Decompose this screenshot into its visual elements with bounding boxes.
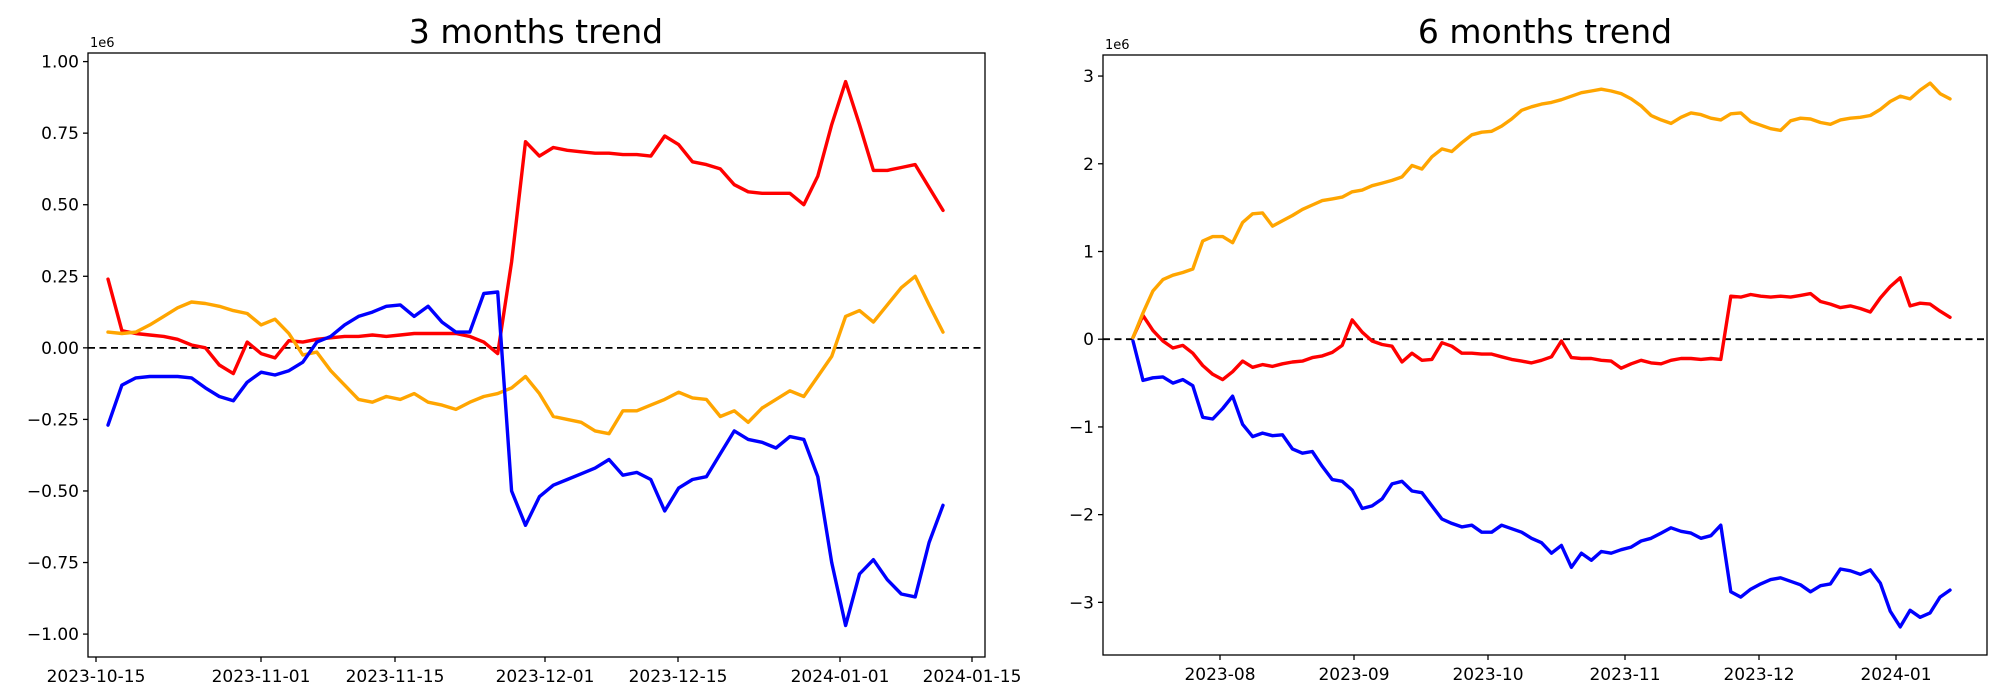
y-tick-label: 3 <box>1083 67 1094 87</box>
y-tick-label: 1.00 <box>41 53 79 73</box>
y-tick-label: −3 <box>1069 593 1094 613</box>
x-tick-label: 2023-12 <box>1723 665 1794 685</box>
y-tick-label: 0.75 <box>41 124 79 144</box>
orange-series-line <box>106 274 945 436</box>
x-tick-label: 2023-11-01 <box>212 667 311 687</box>
chart-title-3-months: 3 months trend <box>409 12 663 51</box>
y-tick-label: −2 <box>1069 506 1094 526</box>
orange-series-line <box>1131 81 1952 340</box>
y-tick-label: 0.00 <box>41 339 79 359</box>
x-tick-label: 2023-12-15 <box>629 667 728 687</box>
y-tick-label: 1 <box>1083 242 1094 262</box>
x-tick-label: 2023-10-15 <box>47 667 146 687</box>
x-tick-label: 2023-12-01 <box>496 667 595 687</box>
x-tick-label: 2024-01-01 <box>791 667 890 687</box>
x-tick-label: 2023-11 <box>1589 665 1660 685</box>
y-tick-label: −0.50 <box>27 482 79 502</box>
blue-series-line <box>1131 339 1952 629</box>
y-tick-label: −1.00 <box>27 625 79 645</box>
x-tick-label: 2023-08 <box>1184 665 1255 685</box>
y-tick-label: −0.75 <box>27 554 79 574</box>
y-tick-label: −0.25 <box>27 410 79 430</box>
red-series-line <box>1131 276 1952 382</box>
x-tick-label: 2023-09 <box>1318 665 1389 685</box>
x-tick-label: 2024-01 <box>1860 665 1931 685</box>
x-tick-label: 2023-11-15 <box>346 667 445 687</box>
chart-title-6-months: 6 months trend <box>1418 12 1672 51</box>
red-series-line <box>106 79 945 376</box>
y-axis-offset-label: 1e6 <box>90 36 115 51</box>
y-tick-label: 2 <box>1083 155 1094 175</box>
plot-layer: 1e6 1.00 0.75 0.50 0.25 0.00 −0.25 −0.50 −0.75 −1… <box>27 36 1988 687</box>
plot-area <box>87 52 986 658</box>
y-tick-label: −1 <box>1069 418 1094 438</box>
y-tick-label: 0.50 <box>41 196 79 216</box>
x-tick-label: 2024-01-15 <box>923 667 1022 687</box>
y-axis-offset-label: 1e6 <box>1105 38 1130 53</box>
x-tick-label: 2023-10 <box>1452 665 1523 685</box>
y-tick-label: 0.25 <box>41 267 79 287</box>
y-tick-label: 0 <box>1083 330 1094 350</box>
blue-series-line <box>106 290 945 628</box>
plot-area <box>1102 54 1988 656</box>
